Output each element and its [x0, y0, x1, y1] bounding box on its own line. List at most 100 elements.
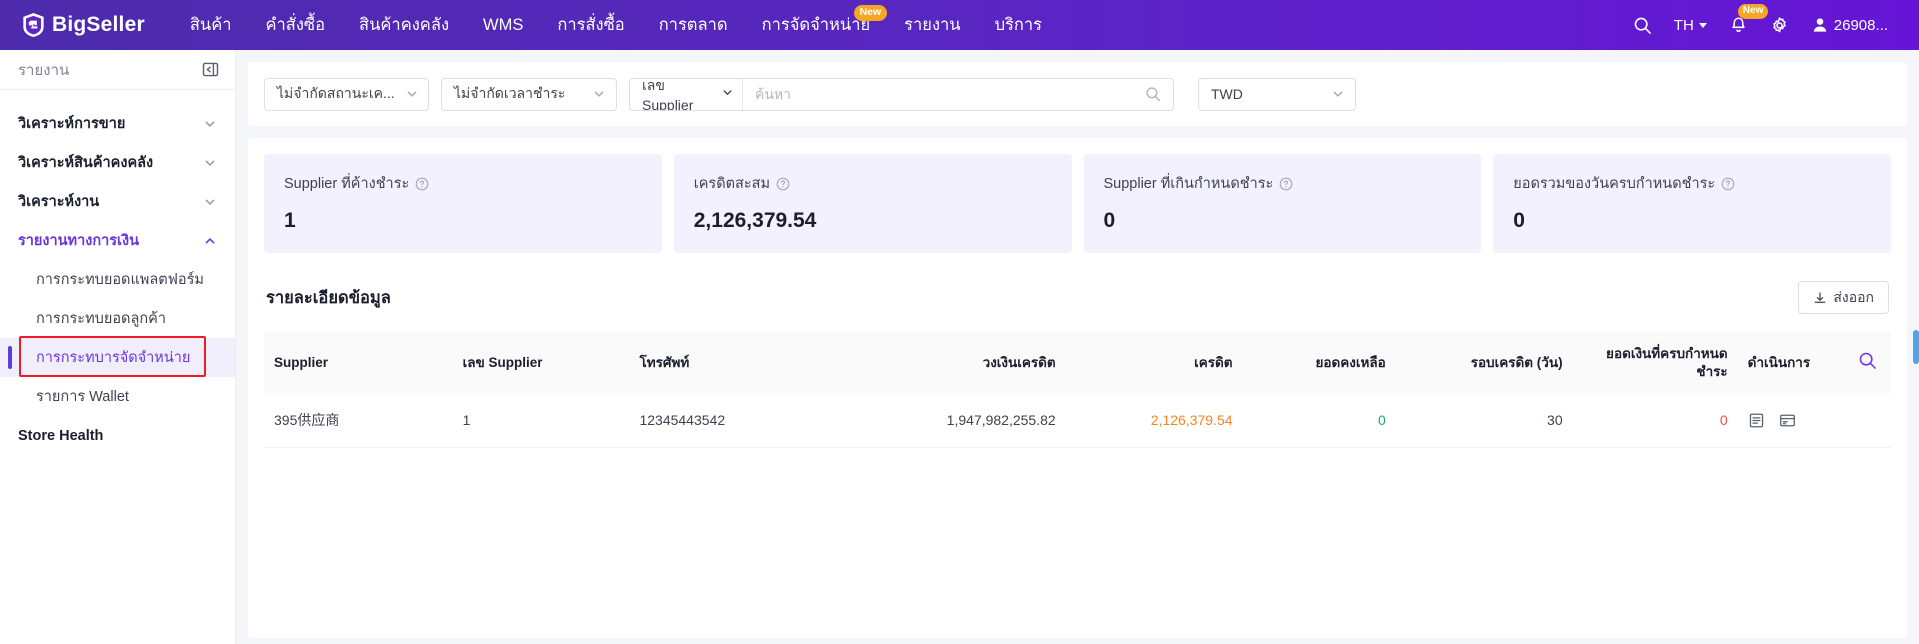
card-accumulated-credit: เครดิตสะสม 2,126,379.54 — [673, 154, 1072, 253]
column-header-actions[interactable]: ดำเนินการ — [1737, 332, 1844, 394]
bell-icon — [1732, 17, 1745, 32]
cell-credit: 2,126,379.54 — [1065, 393, 1243, 449]
global-search-button[interactable] — [1622, 0, 1663, 50]
settings-button[interactable] — [1759, 0, 1800, 50]
sidebar-item-financial-reports[interactable]: รายงานทางการเงิน — [0, 221, 235, 260]
nav-item-purchasing[interactable]: การสั่งซื้อ — [540, 0, 641, 50]
card-supplier-outstanding: Supplier ที่ค้างชำระ 1 — [264, 154, 662, 253]
select-value: เลข Supplier — [642, 77, 694, 111]
notification-new-badge: New — [1737, 4, 1769, 19]
receipt-icon[interactable] — [1779, 412, 1796, 429]
nav-item-inventory[interactable]: สินค้าคงคลัง — [342, 0, 466, 50]
column-header-amount-due[interactable]: ยอดเงินที่ครบกำหนดชำระ — [1572, 332, 1738, 394]
nav-label: สินค้า — [189, 16, 232, 34]
sidebar-item-label: การกระทบยอดลูกค้า — [36, 311, 166, 327]
export-label: ส่งออก — [1833, 288, 1874, 305]
column-header-credit-limit[interactable]: วงเงินเครดิต — [841, 332, 1066, 394]
column-header-supplier[interactable]: Supplier — [264, 332, 453, 394]
column-header-balance[interactable]: ยอดคงเหลือ — [1242, 332, 1396, 394]
sidebar-item-inventory-analysis[interactable]: วิเคราะห์สินค้าคงคลัง — [0, 143, 235, 182]
sidebar-item-platform-reconciliation[interactable]: การกระทบยอดแพลตฟอร์ม — [0, 260, 235, 299]
search-icon — [1858, 351, 1877, 370]
brand-name: BigSeller — [52, 13, 145, 36]
sidebar-item-store-health[interactable]: Store Health — [0, 416, 235, 455]
sidebar-collapse-button[interactable] — [202, 61, 219, 78]
page-shell: รายงาน วิเคราะห์การขาย วิเคราะห์สินค้าคง… — [0, 50, 1919, 644]
nav-item-marketing[interactable]: การตลาด — [642, 0, 745, 50]
help-icon[interactable] — [1279, 177, 1293, 191]
table-row[interactable]: 395供应商 1 12345443542 1,947,982,255.82 2,… — [264, 393, 1891, 449]
sidebar-item-sales-analysis[interactable]: วิเคราะห์การขาย — [0, 104, 235, 143]
sidebar-header: รายงาน — [0, 50, 235, 90]
sidebar-item-label: Store Health — [18, 427, 104, 444]
nav-item-orders[interactable]: คำสั่งซื้อ — [249, 0, 343, 50]
sidebar-menu: วิเคราะห์การขาย วิเคราะห์สินค้าคงคลัง วิ… — [0, 90, 235, 455]
card-value: 1 — [284, 209, 296, 232]
select-value: ไม่จำกัดเวลาชำระ — [454, 85, 566, 101]
sidebar-item-wallet-records[interactable]: รายการ Wallet — [0, 377, 235, 416]
reconciliation-table: Supplier เลข Supplier โทรศัพท์ วงเงินเคร… — [264, 332, 1891, 449]
sidebar-item-distribution-reconciliation[interactable]: การกระทบารจัดจำหน่าย — [0, 338, 235, 377]
export-button[interactable]: ส่งออก — [1798, 281, 1889, 314]
search-icon — [1146, 87, 1161, 102]
nav-label: การตลาด — [658, 16, 728, 34]
main-menu: สินค้า คำสั่งซื้อ สินค้าคงคลัง WMS การสั… — [173, 0, 1059, 50]
sidebar-item-task-analysis[interactable]: วิเคราะห์งาน — [0, 182, 235, 221]
search-submit-button[interactable] — [1133, 86, 1173, 102]
sidebar-item-customer-reconciliation[interactable]: การกระทบยอดลูกค้า — [0, 299, 235, 338]
nav-item-reports[interactable]: รายงาน — [887, 0, 977, 50]
column-settings-button[interactable] — [1843, 332, 1891, 394]
column-header-credit[interactable]: เครดิต — [1065, 332, 1243, 394]
nav-item-services[interactable]: บริการ — [978, 0, 1059, 50]
payment-time-select[interactable]: ไม่จำกัดเวลาชำระ — [441, 77, 617, 111]
detail-section-header: รายละเอียดข้อมูล ส่งออก — [264, 281, 1891, 314]
cell-phone: 12345443542 — [629, 393, 842, 449]
chevron-down-icon — [721, 86, 734, 102]
nav-item-distribution[interactable]: การจัดจำหน่าย New — [745, 0, 888, 50]
card-title: ยอดรวมของวันครบกำหนดชำระ — [1513, 172, 1871, 195]
brand-logo[interactable]: BigSeller — [0, 13, 163, 37]
help-icon[interactable] — [415, 177, 429, 191]
search-input[interactable] — [743, 78, 1133, 110]
search-field-select[interactable]: เลข Supplier — [630, 77, 743, 111]
nav-label: การจัดจำหน่าย — [761, 16, 871, 34]
help-icon[interactable] — [776, 177, 790, 191]
column-header-supplier-no[interactable]: เลข Supplier — [452, 332, 630, 394]
note-icon[interactable] — [1748, 412, 1765, 429]
nav-label: บริการ — [994, 16, 1043, 34]
cell-credit-limit: 1,947,982,255.82 — [841, 393, 1066, 449]
card-title: Supplier ที่ค้างชำระ — [284, 172, 642, 195]
column-header-phone[interactable]: โทรศัพท์ — [629, 332, 842, 394]
main-content: ไม่จำกัดสถานะเค... ไม่จำกัดเวลาชำระ เลข … — [236, 50, 1919, 644]
card-title-label: เครดิตสะสม — [693, 176, 771, 192]
card-supplier-overdue: Supplier ที่เกินกำหนดชำระ 0 — [1083, 154, 1482, 253]
sidebar-item-label: วิเคราะห์งาน — [18, 194, 100, 210]
chevron-down-icon — [1331, 87, 1345, 101]
card-title-label: Supplier ที่ค้างชำระ — [284, 176, 410, 192]
cell-supplier: 395供应商 — [264, 393, 453, 449]
nav-item-wms[interactable]: WMS — [466, 0, 540, 50]
user-account-button[interactable]: 26908... — [1800, 0, 1899, 50]
column-header-credit-cycle[interactable]: รอบเครดิต (วัน) — [1395, 332, 1573, 394]
currency-select[interactable]: TWD — [1198, 77, 1356, 111]
scrollbar-thumb[interactable] — [1913, 330, 1919, 364]
sidebar: รายงาน วิเคราะห์การขาย วิเคราะห์สินค้าคง… — [0, 50, 236, 644]
sidebar-item-label: รายการ Wallet — [36, 389, 129, 405]
language-switcher[interactable]: TH — [1663, 0, 1718, 50]
language-label: TH — [1673, 16, 1694, 34]
card-value: 2,126,379.54 — [693, 209, 817, 232]
row-action-icons — [1748, 412, 1834, 429]
nav-label: คำสั่งซื้อ — [265, 16, 326, 34]
chevron-down-icon — [203, 156, 217, 170]
gear-icon — [1773, 16, 1786, 32]
notifications-button[interactable]: New — [1718, 0, 1769, 50]
nav-item-products[interactable]: สินค้า — [173, 0, 249, 50]
download-icon — [1814, 291, 1826, 303]
table-header: Supplier เลข Supplier โทรศัพท์ วงเงินเคร… — [264, 332, 1891, 394]
select-value: ไม่จำกัดสถานะเค... — [277, 85, 395, 101]
help-icon[interactable] — [1721, 177, 1735, 191]
payment-status-select[interactable]: ไม่จำกัดสถานะเค... — [264, 77, 429, 111]
section-title: รายละเอียดข้อมูล — [266, 288, 391, 307]
card-value: 0 — [1103, 209, 1116, 232]
chevron-down-icon — [203, 117, 217, 131]
